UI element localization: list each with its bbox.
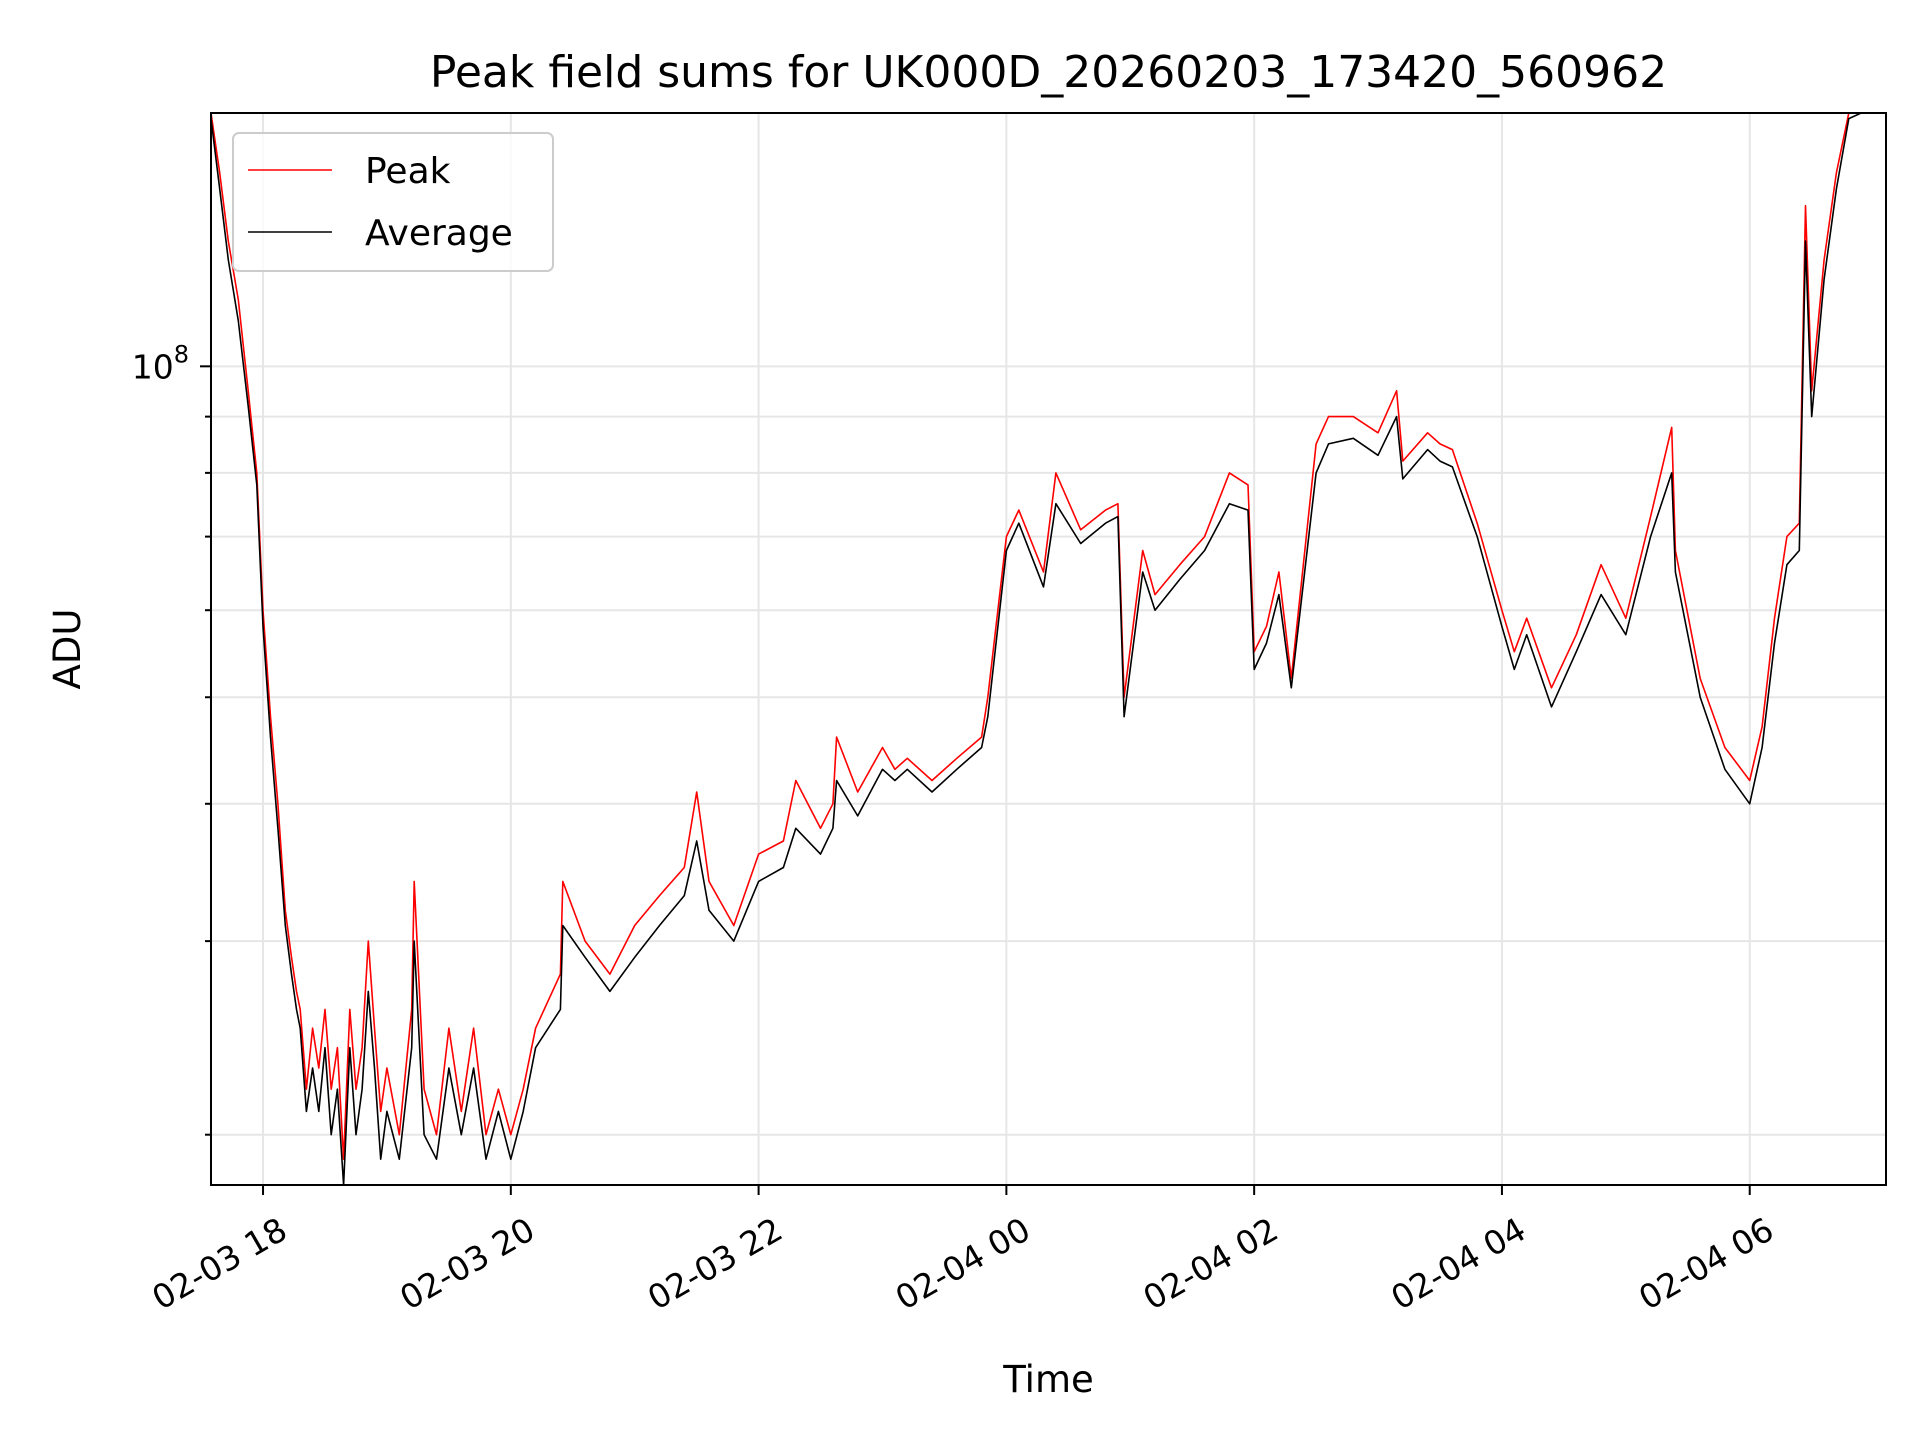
plot-series [211, 113, 1886, 1185]
grid-lines [211, 113, 1886, 1185]
axes-frame [210, 112, 1887, 1186]
series-line-average [211, 113, 1886, 1185]
y-tick-label: 108 [132, 340, 189, 386]
legend-peak-label: Peak [365, 151, 451, 192]
legend-average-label: Average [365, 213, 513, 254]
legend-box [232, 132, 554, 272]
x-axis-label: Time [1002, 1358, 1094, 1401]
legend: Peak Average [232, 132, 554, 272]
y-axis-label: ADU [46, 609, 89, 690]
chart-title: Peak field sums for UK000D_20260203_1734… [430, 47, 1667, 98]
series-line-peak [211, 113, 1886, 1160]
